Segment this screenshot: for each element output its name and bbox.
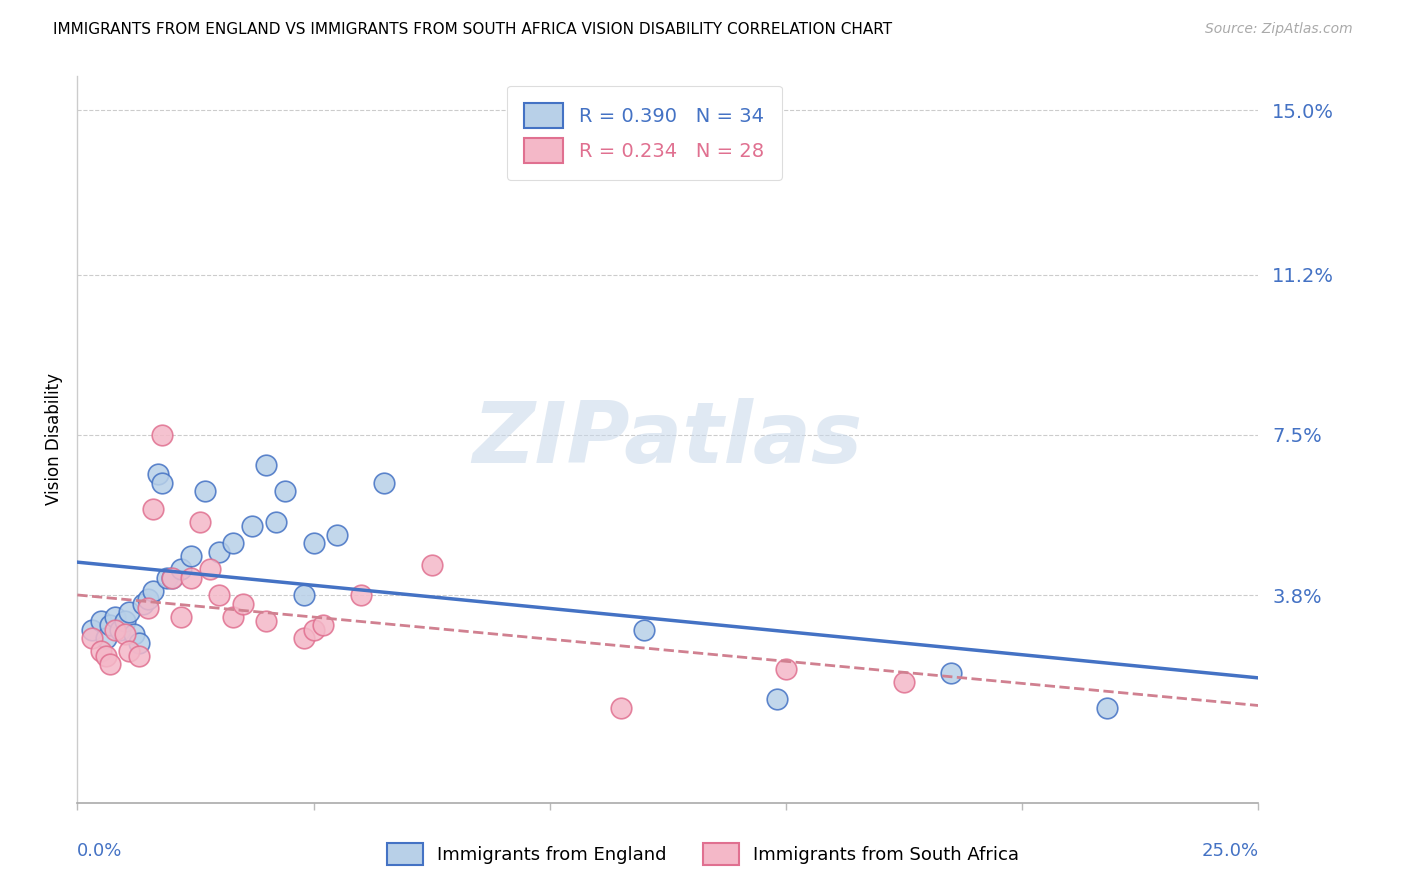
Point (142, 501, 165, 516)
Point (94, 632, 117, 646)
Point (420, 558, 443, 572)
Y-axis label: Vision Disability: Vision Disability (45, 374, 63, 505)
Point (114, 614, 136, 628)
Point (292, 632, 315, 646)
Point (122, 627, 145, 641)
Point (240, 519, 263, 533)
Text: IMMIGRANTS FROM ENGLAND VS IMMIGRANTS FROM SOUTH AFRICA VISION DISABILITY CORREL: IMMIGRANTS FROM ENGLAND VS IMMIGRANTS FR… (53, 22, 893, 37)
Point (128, 648, 150, 663)
Point (633, 623, 655, 637)
Point (222, 536, 245, 550)
Point (118, 606, 141, 620)
Point (1095, 700, 1118, 714)
Text: 0.0%: 0.0% (77, 842, 122, 860)
Point (128, 636, 150, 650)
Legend: Immigrants from England, Immigrants from South Africa: Immigrants from England, Immigrants from… (378, 834, 1028, 874)
Point (104, 623, 127, 637)
Point (609, 700, 631, 714)
Point (142, 583, 165, 598)
Text: Source: ZipAtlas.com: Source: ZipAtlas.com (1205, 22, 1353, 37)
Point (194, 484, 217, 499)
Point (108, 623, 131, 637)
Point (893, 674, 915, 689)
Point (146, 467, 169, 481)
Point (274, 484, 297, 499)
Point (100, 657, 122, 672)
Point (254, 458, 277, 473)
Point (765, 692, 787, 706)
Point (373, 475, 395, 490)
Point (114, 627, 136, 641)
Point (326, 527, 349, 541)
Point (136, 601, 159, 615)
Point (118, 644, 141, 658)
Point (90, 644, 112, 658)
Point (170, 562, 193, 576)
Point (254, 614, 277, 628)
Point (312, 618, 335, 632)
Point (222, 609, 245, 624)
Point (302, 536, 325, 550)
Point (80, 632, 103, 646)
Point (292, 588, 315, 602)
Point (941, 665, 963, 680)
Point (80, 623, 103, 637)
Point (350, 588, 373, 602)
Point (775, 662, 797, 676)
Point (180, 571, 202, 585)
Point (156, 571, 179, 585)
Point (104, 609, 127, 624)
Point (198, 562, 221, 576)
Text: 25.0%: 25.0% (1201, 842, 1258, 860)
Point (232, 597, 254, 611)
Point (208, 588, 231, 602)
Point (180, 549, 202, 563)
Point (90, 614, 112, 628)
Point (264, 515, 287, 529)
Point (302, 623, 325, 637)
Point (132, 597, 155, 611)
Point (100, 618, 122, 632)
Legend: R = 0.390   N = 34, R = 0.234   N = 28: R = 0.390 N = 34, R = 0.234 N = 28 (508, 86, 782, 180)
Point (188, 515, 211, 529)
Point (150, 428, 173, 442)
Text: ZIPatlas: ZIPatlas (472, 398, 863, 481)
Point (150, 475, 173, 490)
Point (160, 571, 183, 585)
Point (160, 571, 183, 585)
Point (94, 648, 117, 663)
Point (170, 609, 193, 624)
Point (136, 592, 159, 607)
Point (208, 545, 231, 559)
